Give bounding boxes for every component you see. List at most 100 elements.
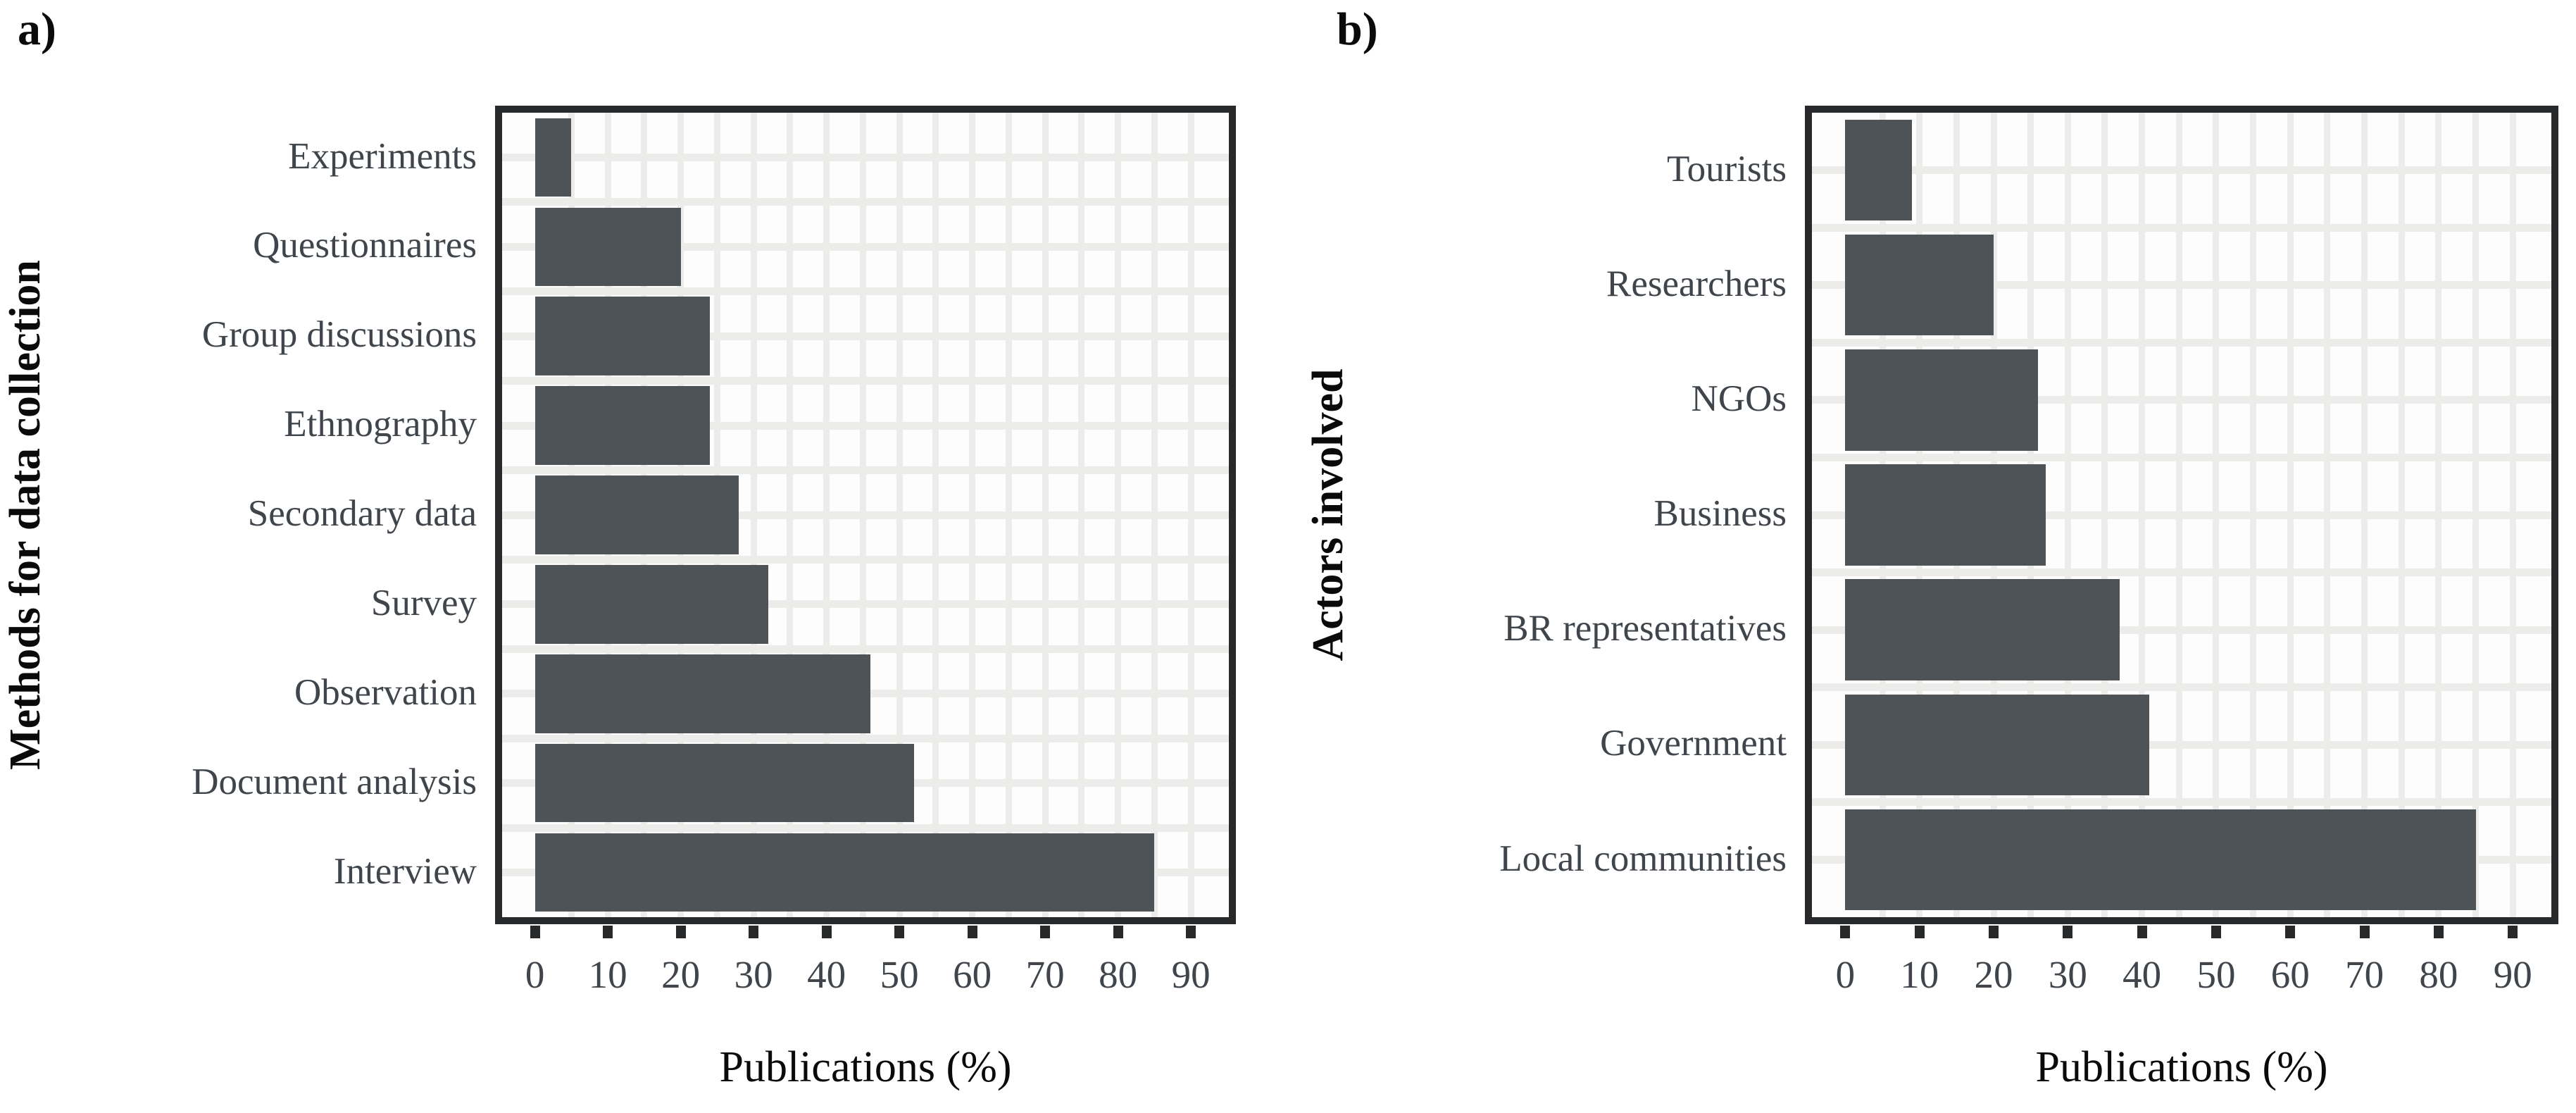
x-tick-mark	[2137, 926, 2147, 938]
panel-letter-a: a)	[18, 4, 56, 55]
x-axis-title: Publications (%)	[2035, 1043, 2328, 1091]
x-tick-label: 30	[734, 953, 773, 996]
y-category-label: Document analysis	[192, 761, 477, 802]
gridline-v	[1115, 113, 1122, 917]
y-category-label: Experiments	[288, 135, 477, 177]
x-tick-label: 50	[2196, 953, 2236, 996]
x-tick-mark	[2285, 926, 2296, 938]
bar-government	[1845, 694, 2150, 796]
x-tick-label: 50	[880, 953, 919, 996]
x-tick-mark	[1186, 926, 1196, 938]
bar-ngos	[1845, 349, 2039, 451]
bar-researchers	[1845, 234, 1994, 336]
x-tick-label: 70	[2345, 953, 2384, 996]
gridline-v	[1151, 113, 1158, 917]
gridline-v	[1078, 113, 1085, 917]
y-category-label: Survey	[370, 583, 477, 624]
bar-observation	[534, 654, 870, 733]
x-tick-mark	[894, 926, 905, 938]
bar-group-discussions	[534, 297, 710, 376]
x-tick-mark	[1914, 926, 1925, 938]
gridline-v	[896, 113, 903, 917]
x-tick-label: 60	[2270, 953, 2310, 996]
panel-letter-b: b)	[1337, 4, 1378, 55]
x-tick-label: 40	[2122, 953, 2162, 996]
gridline-v	[969, 113, 976, 917]
x-tick-label: 0	[1835, 953, 1856, 996]
gridline-v	[2324, 113, 2331, 917]
y-category-label: Researchers	[1606, 263, 1787, 304]
x-tick-mark	[749, 926, 759, 938]
gridline-v	[2361, 113, 2368, 917]
y-category-label: Local communities	[1499, 838, 1787, 879]
bar-interview	[534, 833, 1155, 912]
gridline-v	[1005, 113, 1012, 917]
gridline-v	[787, 113, 794, 917]
gridline-v	[1042, 113, 1049, 917]
y-axis-title: Actors involved	[1303, 368, 1352, 661]
bar-secondary-data	[534, 475, 739, 554]
x-tick-label: 90	[2493, 953, 2532, 996]
bar-br-representatives	[1845, 579, 2120, 680]
x-tick-mark	[2508, 926, 2518, 938]
x-tick-label: 10	[588, 953, 627, 996]
x-tick-label: 0	[525, 953, 545, 996]
x-tick-label: 90	[1171, 953, 1211, 996]
bar-business	[1845, 464, 2046, 566]
gridline-v	[823, 113, 830, 917]
gridline-v	[2139, 113, 2146, 917]
x-tick-mark	[821, 926, 832, 938]
x-tick-mark	[675, 926, 686, 938]
x-tick-mark	[530, 926, 540, 938]
gridline-v	[859, 113, 866, 917]
gridline-v	[2509, 113, 2516, 917]
bar-local-communities	[1845, 809, 2476, 911]
x-tick-mark	[1113, 926, 1123, 938]
y-category-label: Government	[1600, 723, 1787, 764]
gridline-v	[2101, 113, 2108, 917]
gridline-v	[932, 113, 939, 917]
x-tick-mark	[2063, 926, 2073, 938]
x-tick-label: 60	[953, 953, 992, 996]
bar-survey	[534, 565, 768, 644]
gridline-v	[1187, 113, 1194, 917]
x-tick-label: 10	[1900, 953, 1939, 996]
y-axis-title: Methods for data collection	[1, 260, 49, 770]
x-tick-mark	[1040, 926, 1051, 938]
bar-experiments	[534, 118, 572, 197]
x-tick-mark	[1840, 926, 1851, 938]
x-tick-mark	[2211, 926, 2221, 938]
x-tick-label: 30	[2048, 953, 2087, 996]
y-category-label: NGOs	[1691, 378, 1787, 419]
x-tick-mark	[967, 926, 977, 938]
x-tick-mark	[2359, 926, 2370, 938]
y-category-label: Questionnaires	[253, 225, 477, 266]
gridline-v	[2250, 113, 2257, 917]
gridline-v	[2064, 113, 2071, 917]
x-tick-label: 20	[1974, 953, 2013, 996]
y-category-label: Group discussions	[201, 314, 477, 356]
x-axis-title: Publications (%)	[719, 1043, 1012, 1091]
bar-tourists	[1845, 119, 1913, 221]
y-category-label: Observation	[294, 671, 477, 713]
gridline-v	[2287, 113, 2294, 917]
y-category-label: BR representatives	[1503, 608, 1787, 649]
gridline-v	[2175, 113, 2182, 917]
gridline-v	[750, 113, 757, 917]
x-tick-label: 20	[661, 953, 701, 996]
y-category-label: Tourists	[1666, 148, 1787, 189]
bar-document-analysis	[534, 743, 914, 823]
gridline-v	[2398, 113, 2405, 917]
x-tick-label: 40	[807, 953, 846, 996]
gridline-v	[2472, 113, 2480, 917]
x-tick-mark	[1989, 926, 1999, 938]
x-tick-label: 70	[1025, 953, 1065, 996]
y-category-label: Ethnography	[284, 404, 477, 445]
x-tick-mark	[2433, 926, 2444, 938]
bar-questionnaires	[534, 207, 681, 287]
chart-panel-a	[495, 106, 1236, 924]
y-category-label: Secondary data	[247, 493, 477, 535]
gridline-v	[2435, 113, 2442, 917]
x-tick-mark	[603, 926, 613, 938]
